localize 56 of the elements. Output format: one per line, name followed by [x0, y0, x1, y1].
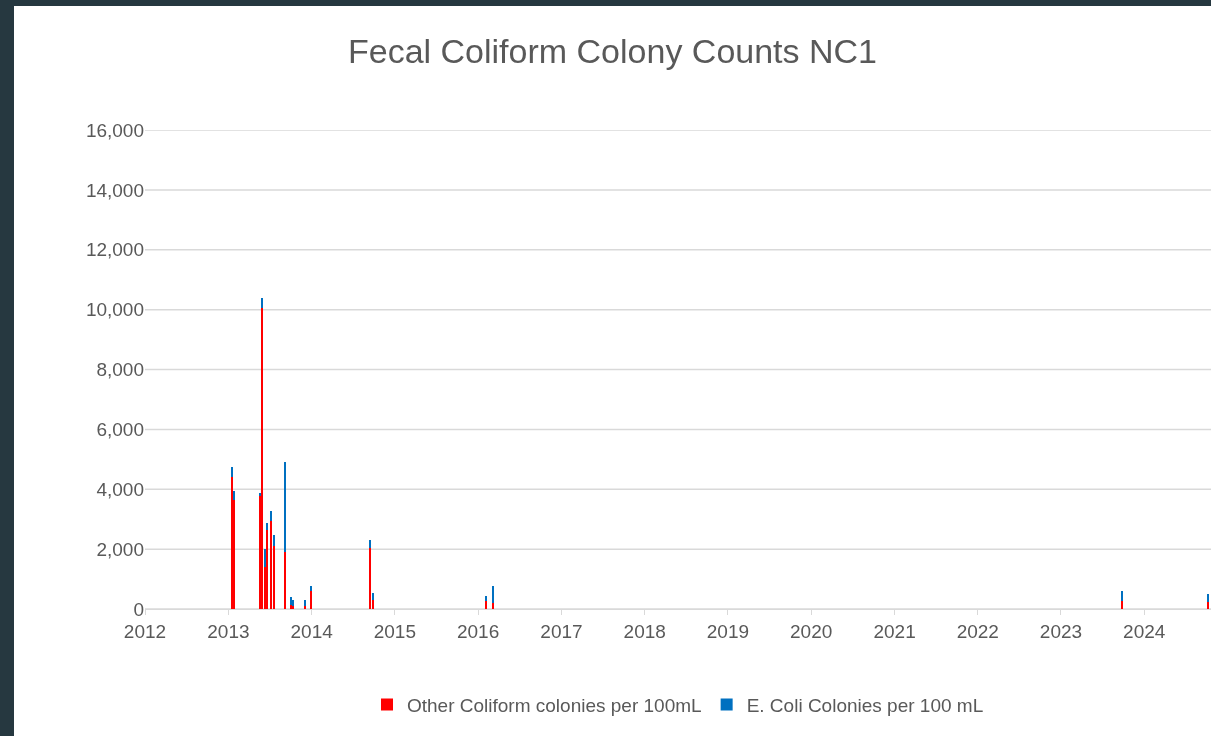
y-tick-label: 16,000	[85, 119, 144, 141]
x-tick-label: 2023	[1039, 620, 1083, 642]
bar	[1121, 601, 1123, 609]
bar	[1207, 594, 1209, 602]
bar	[485, 596, 487, 601]
bar	[485, 601, 487, 609]
bar	[284, 552, 286, 609]
bar	[233, 491, 235, 500]
legend-label: Other Coliform colonies per 100mL	[407, 694, 702, 716]
bar	[304, 606, 306, 609]
y-tick-label: 6,000	[96, 419, 144, 441]
bar	[261, 298, 263, 308]
chart-title: Fecal Coliform Colony Counts NC1	[347, 31, 878, 70]
bar	[372, 593, 374, 600]
x-tick-label: 2022	[956, 620, 999, 642]
x-tick-label: 2024	[1123, 620, 1166, 642]
bar	[231, 477, 233, 609]
bar	[310, 586, 312, 591]
x-tick-label: 2020	[790, 620, 833, 642]
bar	[264, 549, 266, 567]
y-tick-label: 0	[133, 598, 144, 620]
bar	[284, 462, 286, 552]
bar	[231, 467, 233, 477]
bar	[492, 586, 494, 603]
y-tick-label: 10,000	[85, 299, 144, 321]
y-tick-label: 14,000	[85, 179, 144, 201]
x-tick-label: 2021	[873, 620, 916, 642]
bar	[1207, 602, 1209, 609]
bar	[369, 548, 371, 609]
x-tick-label: 2019	[706, 620, 750, 642]
y-tick-label: 8,000	[96, 359, 144, 381]
bar	[270, 511, 272, 521]
x-tick-label: 2014	[290, 620, 334, 642]
bar	[304, 600, 306, 606]
y-tick-label: 12,000	[85, 239, 144, 261]
bar	[266, 530, 268, 609]
x-tick-label: 2012	[123, 620, 167, 642]
bar	[492, 603, 494, 609]
x-tick-label: 2017	[540, 620, 583, 642]
x-tick-label: 2013	[207, 620, 250, 642]
legend-label: E. Coli Colonies per 100 mL	[746, 694, 984, 716]
bar	[310, 591, 312, 609]
bar	[266, 523, 268, 530]
bar	[259, 493, 261, 496]
x-tick-label: 2015	[373, 620, 416, 642]
bar	[273, 535, 275, 546]
y-tick-label: 2,000	[96, 538, 144, 560]
x-tick-label: 2018	[623, 620, 666, 642]
bar	[290, 597, 292, 605]
bar	[270, 521, 272, 609]
y-tick-label: 4,000	[96, 478, 144, 500]
bar	[369, 540, 371, 548]
bar	[261, 308, 263, 609]
bar	[1121, 591, 1123, 601]
bar	[292, 600, 294, 606]
x-tick-label: 2016	[456, 620, 500, 642]
